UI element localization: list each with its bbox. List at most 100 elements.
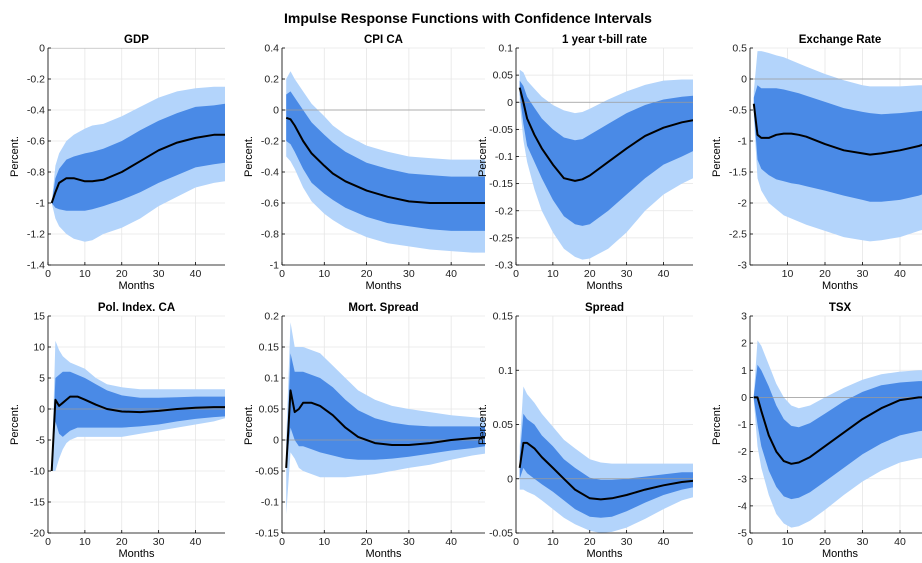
y-tick-label: -1.5	[729, 167, 747, 179]
y-tick-label: -3	[738, 473, 747, 485]
y-tick-label: 0.2	[264, 311, 279, 323]
y-tick-label: -0.5	[729, 105, 747, 117]
panel-title: TSX	[829, 302, 852, 314]
y-tick-label: 3	[741, 311, 747, 323]
y-tick-label: -15	[30, 497, 45, 509]
y-tick-label: -0.4	[261, 167, 279, 179]
x-tick-label: 20	[361, 536, 373, 548]
x-tick-label: 10	[79, 536, 91, 548]
y-tick-label: -2	[738, 446, 747, 458]
x-tick-label: 10	[318, 536, 330, 548]
x-tick-label: 10	[782, 536, 794, 548]
irf-panel: 0 10 20 30 40 -0.15 -0.1 -0.05 0 0.05 0.1 0.15 0.2 Mo…	[243, 302, 485, 560]
inner-confidence-band	[51, 371, 225, 471]
x-tick-label: 40	[894, 536, 906, 548]
median-response-line	[285, 116, 485, 204]
x-tick-label: 40	[658, 268, 670, 280]
irf-panel: 0 10 20 30 40 -20 -15 -10 -5 0 5 10 15 Pol. Index. CA…	[9, 302, 225, 560]
x-tick-label: 10	[782, 268, 794, 280]
y-axis-label: Percent.	[477, 404, 489, 445]
median-response-line	[285, 389, 485, 468]
x-tick-label: 40	[445, 536, 457, 548]
x-tick-label: 0	[45, 536, 51, 548]
plot-area	[516, 69, 693, 260]
panel-title: Spread	[585, 302, 624, 314]
y-axis-label: Percent.	[9, 404, 21, 445]
x-tick-label: 30	[153, 268, 165, 280]
y-tick-label: -3	[738, 260, 747, 272]
inner-confidence-band	[51, 103, 225, 211]
y-tick-label: -1	[270, 260, 279, 272]
y-tick-label: 0.4	[264, 43, 279, 55]
y-tick-label: -0.2	[261, 136, 279, 148]
x-tick-label: 30	[403, 268, 415, 280]
y-tick-label: 0.5	[732, 43, 747, 55]
x-tick-label: 40	[445, 268, 457, 280]
y-tick-label: 0.1	[498, 43, 513, 55]
x-tick-label: 20	[584, 536, 596, 548]
y-tick-label: -2.5	[729, 229, 747, 241]
inner-confidence-band	[519, 413, 693, 518]
x-axis-label: Months	[118, 548, 155, 560]
y-tick-label: 0	[39, 43, 45, 55]
y-axis-label: Percent.	[243, 404, 255, 445]
y-tick-label: -1	[36, 198, 45, 210]
y-tick-label: -0.2	[27, 74, 45, 86]
x-axis-label: Months	[822, 280, 859, 292]
panel-title: Exchange Rate	[799, 34, 881, 46]
irf-panel: 0 10 20 30 40 -1 -0.8 -0.6 -0.4 -0.2 0 0.2 0.4 CPI CA…	[243, 34, 485, 292]
irf-panel: 10 20 30 40 -3 -2.5 -2 -1.5 -1 -0.5 0 0.5 Exchange R…	[711, 34, 922, 292]
y-tick-label: 0	[741, 392, 747, 404]
x-tick-label: 20	[819, 536, 831, 548]
y-tick-label: -0.6	[261, 198, 279, 210]
plot-area	[750, 51, 922, 242]
y-tick-label: 0	[273, 105, 279, 117]
median-response-line	[50, 133, 225, 204]
y-axis-label: Percent.	[711, 404, 723, 445]
x-tick-label: 0	[279, 268, 285, 280]
y-tick-label: 1	[741, 365, 747, 377]
y-tick-label: 0	[507, 97, 513, 109]
figure-title: Impulse Response Functions with Confiden…	[284, 10, 652, 26]
x-tick-label: 40	[894, 268, 906, 280]
y-tick-label: 0.2	[264, 74, 279, 86]
x-tick-label: 30	[621, 536, 633, 548]
y-tick-label: -0.6	[27, 136, 45, 148]
x-tick-label: 30	[857, 268, 869, 280]
y-tick-label: 15	[33, 311, 45, 323]
y-tick-label: 0	[273, 435, 279, 447]
panels-container: 0 10 20 30 40-1.4-1.2-1-0.8-0.6-0.4-0.20GDPM…	[9, 34, 922, 560]
plot-area	[516, 386, 693, 533]
y-tick-label: -0.15	[489, 178, 513, 190]
x-tick-label: 10	[547, 536, 559, 548]
y-tick-label: 10	[33, 342, 45, 354]
y-tick-label: 0.15	[493, 311, 514, 323]
y-tick-label: -0.3	[495, 260, 513, 272]
y-tick-label: -1.4	[27, 260, 45, 272]
x-tick-label: 20	[361, 268, 373, 280]
y-tick-label: -0.25	[489, 232, 513, 244]
y-tick-label: -0.05	[255, 466, 279, 478]
y-tick-label: -0.2	[495, 205, 513, 217]
plot-area	[282, 322, 485, 515]
y-tick-label: 0.1	[498, 365, 513, 377]
irf-panel: 0 10 20 30 40 -0.3 -0.25 -0.2 -0.15 -0.1 -0.05 0 0.0…	[477, 34, 693, 292]
irf-panel: 0 10 20 30 40 -1.4 -1.2 -1 -0.8 -0.6 -0.4 -0.2 0 GDP M…	[9, 34, 225, 292]
inner-confidence-band	[753, 85, 922, 202]
irf-panel: 0 10 20 30 40 -5 -4 -3 -2 -1 0 1 2 3 TSX Months Percent.	[711, 302, 922, 560]
irf-panel: 0 10 20 30 40-0.0500.050.10.15SpreadMonthsPe…	[477, 302, 693, 560]
y-tick-label: -0.8	[261, 229, 279, 241]
x-axis-label: Months	[586, 548, 623, 560]
y-tick-label: -1	[738, 419, 747, 431]
median-response-line	[50, 395, 225, 472]
x-tick-label: 20	[819, 268, 831, 280]
panel-title: CPI CA	[364, 34, 403, 46]
x-tick-label: 40	[190, 536, 202, 548]
x-tick-label: 0	[45, 268, 51, 280]
y-tick-label: -0.05	[489, 124, 513, 136]
panel-title: GDP	[124, 34, 149, 46]
y-tick-label: -1	[738, 136, 747, 148]
x-tick-label: 20	[116, 536, 128, 548]
x-tick-label: 0	[513, 268, 519, 280]
